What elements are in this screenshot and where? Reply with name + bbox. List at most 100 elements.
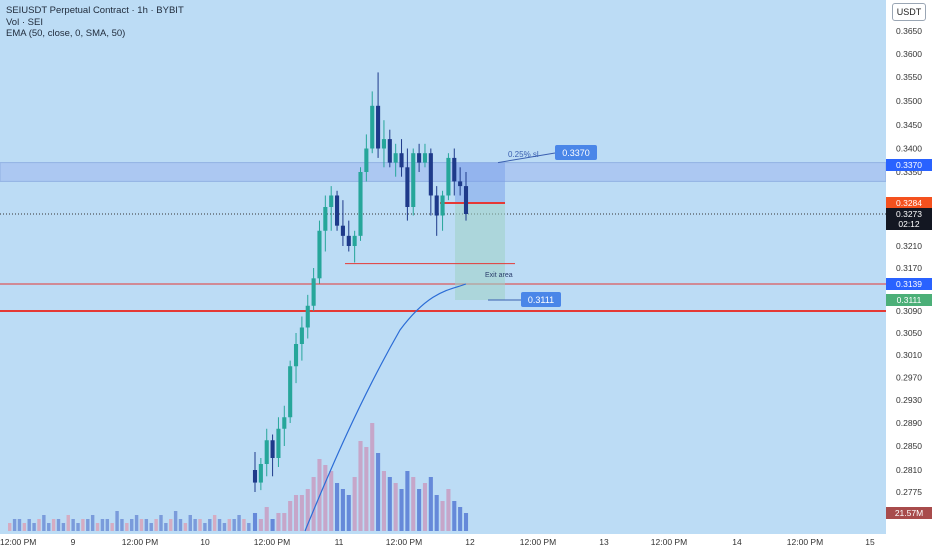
- candle-body: [352, 235, 357, 246]
- volume-bar: [387, 477, 392, 531]
- candle-body: [399, 153, 404, 168]
- price-tick-label: 0.2930: [896, 395, 922, 405]
- time-tick-label: 11: [335, 537, 344, 547]
- tp-tag-text: 0.3111: [528, 295, 554, 305]
- currency-button[interactable]: USDT: [892, 3, 926, 21]
- volume-bar: [346, 495, 351, 531]
- volume-bar: [329, 471, 334, 531]
- volume-bar: [66, 515, 70, 531]
- volume-bar: [293, 495, 299, 531]
- volume-bar: [452, 501, 457, 531]
- volume-bar: [393, 483, 398, 531]
- price-tick-label: 0.3400: [896, 144, 922, 154]
- volume-bar: [61, 523, 66, 531]
- volume-bar: [110, 523, 114, 531]
- volume-bar: [203, 523, 207, 531]
- volume-bar: [22, 523, 27, 531]
- volume-bar: [188, 515, 192, 531]
- volume-bar: [159, 515, 163, 531]
- candle-body: [428, 153, 433, 196]
- candle-body: [276, 428, 281, 458]
- price-tick-label: 0.3500: [896, 96, 922, 106]
- volume-bar: [288, 501, 293, 531]
- price-tick-label: 0.2775: [896, 487, 922, 497]
- volume-bar: [405, 471, 410, 531]
- price-tag-text: 21.57M: [895, 508, 923, 518]
- candle-body: [264, 440, 269, 464]
- volume-bar: [422, 483, 428, 531]
- volume-bar: [51, 519, 56, 531]
- volume-bar: [222, 523, 227, 531]
- volume-bar: [178, 519, 183, 531]
- volume-bar: [56, 519, 61, 531]
- candle-body: [358, 172, 363, 236]
- price-tick-label: 0.3010: [896, 350, 922, 360]
- tp-tag: [521, 292, 561, 307]
- price-tick-label: 0.3210: [896, 241, 922, 251]
- candle-body: [282, 417, 287, 429]
- time-tick-label: 15: [865, 537, 875, 547]
- volume-bar: [242, 519, 246, 531]
- price-tag: [886, 278, 932, 290]
- symbol-title[interactable]: SEIUSDT Perpetual Contract · 1h · BYBIT: [6, 5, 184, 16]
- ema-line: [304, 283, 467, 532]
- ema-label[interactable]: EMA (50, close, 0, SMA, 50): [6, 28, 126, 39]
- volume-bar: [86, 519, 90, 531]
- volume-bar: [311, 477, 316, 531]
- volume-bar: [100, 519, 105, 531]
- volume-bar: [27, 519, 31, 531]
- candle-body: [434, 195, 439, 216]
- volume-bar: [335, 483, 340, 531]
- volume-bar: [446, 489, 451, 531]
- volume-bar: [282, 513, 287, 531]
- candle-body: [335, 195, 340, 226]
- candle-body: [364, 148, 369, 172]
- volume-bar: [12, 519, 17, 531]
- candle-body: [299, 327, 304, 344]
- time-tick-label: 10: [200, 537, 210, 547]
- candle-body: [411, 153, 416, 207]
- volume-bar: [381, 471, 386, 531]
- candle-body: [311, 278, 316, 306]
- price-axis-background[interactable]: [886, 0, 932, 534]
- volume-bar: [305, 489, 310, 531]
- price-tag-text: 0.3273: [896, 209, 922, 219]
- volume-bar: [71, 519, 75, 531]
- volume-bar: [276, 513, 281, 531]
- time-tick-label: 12:00 PM: [254, 537, 290, 547]
- volume-bar: [364, 447, 369, 531]
- price-tag: [886, 294, 932, 306]
- time-tick-label: 12:00 PM: [520, 537, 556, 547]
- sl-connector: [497, 152, 556, 164]
- volume-bar: [340, 489, 345, 531]
- volume-label[interactable]: Vol · SEI: [6, 16, 43, 28]
- time-tick-label: 12:00 PM: [122, 537, 158, 547]
- price-tag-text: 0.3370: [896, 160, 922, 170]
- price-tick-label: 0.3050: [896, 328, 922, 338]
- price-tick-label: 0.2810: [896, 465, 922, 475]
- volume-bar: [47, 523, 51, 531]
- volume-bar: [139, 519, 144, 531]
- time-tick-label: 12:00 PM: [651, 537, 687, 547]
- time-axis-background[interactable]: [0, 534, 932, 550]
- volume-bar: [144, 519, 149, 531]
- volume-bar: [252, 513, 258, 531]
- sl-tag: [555, 145, 597, 160]
- volume-bar: [81, 519, 85, 531]
- candle-body: [346, 235, 351, 246]
- volume-bar: [399, 489, 404, 531]
- volume-bar: [120, 519, 124, 531]
- time-tick-label: 12:00 PM: [386, 537, 422, 547]
- volume-bar: [352, 477, 357, 531]
- volume-bar: [264, 507, 269, 531]
- candle-body: [405, 167, 410, 207]
- volume-bar: [258, 519, 263, 531]
- time-tick-label: 14: [732, 537, 742, 547]
- volume-bar: [247, 523, 251, 531]
- candle-body: [393, 153, 398, 163]
- volume-bar: [42, 515, 46, 531]
- candle-body: [452, 157, 457, 182]
- price-tag-text: 0.3284: [896, 198, 922, 208]
- candle-body: [252, 470, 258, 483]
